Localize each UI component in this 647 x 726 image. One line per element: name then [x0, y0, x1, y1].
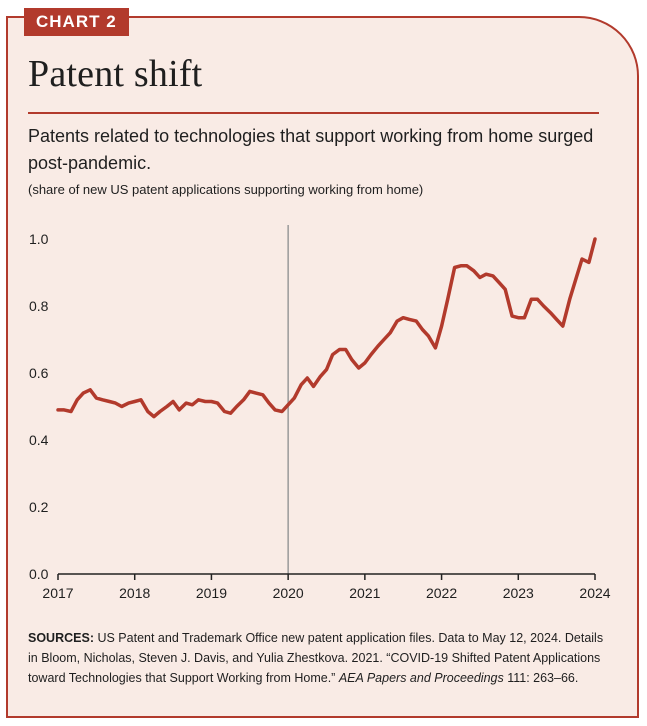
chart-tag: CHART 2: [24, 8, 129, 36]
title-divider: [28, 112, 599, 114]
sources-label: SOURCES:: [28, 631, 94, 645]
chart-card: [6, 16, 639, 718]
sources-text-2: 111: 263–66.: [503, 671, 579, 685]
chart-title: Patent shift: [28, 53, 203, 95]
sources-note: SOURCES: US Patent and Trademark Office …: [28, 628, 613, 688]
chart-subtitle: Patents related to technologies that sup…: [28, 126, 594, 173]
chart-units-note: (share of new US patent applications sup…: [28, 182, 424, 197]
sources-journal: AEA Papers and Proceedings: [338, 671, 504, 685]
sources-text-1: US Patent and Trademark Office new paten…: [28, 631, 604, 685]
